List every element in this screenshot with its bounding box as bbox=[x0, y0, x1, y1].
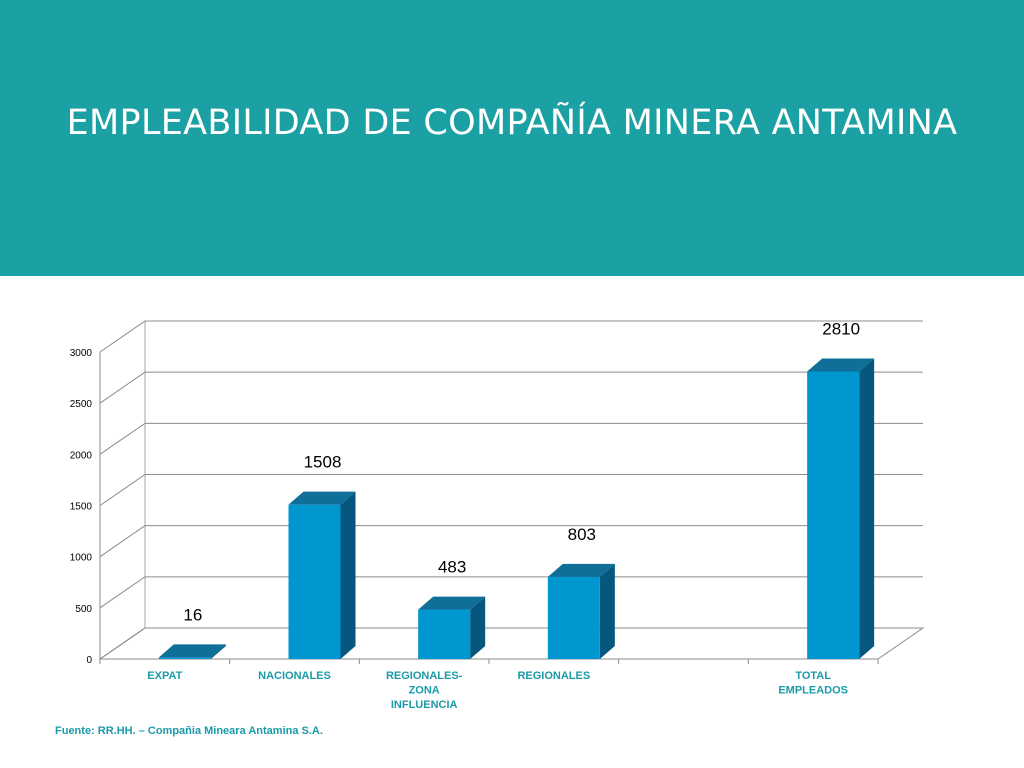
y-tick-label: 500 bbox=[75, 604, 92, 615]
bar-side bbox=[340, 491, 356, 659]
bar bbox=[547, 576, 600, 659]
y-tick-label: 3000 bbox=[70, 348, 93, 359]
gridline bbox=[99, 371, 923, 404]
y-tick-label: 1000 bbox=[70, 553, 93, 564]
gridline bbox=[99, 320, 923, 353]
gridline bbox=[99, 474, 923, 506]
category-label: REGIONALES bbox=[517, 670, 590, 682]
data-label: 1508 bbox=[304, 453, 342, 472]
bar bbox=[807, 371, 860, 659]
data-label: 483 bbox=[438, 558, 466, 577]
gridline bbox=[99, 422, 923, 455]
title-banner bbox=[0, 0, 1024, 276]
bar-side bbox=[210, 644, 226, 659]
bar-chart: 0 500 1000 1500 2000 2500 3000 16 EXPAT 1508 NACIO… bbox=[70, 319, 925, 711]
bar bbox=[158, 657, 211, 659]
data-label: 2810 bbox=[822, 319, 860, 338]
y-tick-label: 2000 bbox=[70, 450, 93, 461]
bar bbox=[418, 609, 471, 659]
data-label: 16 bbox=[183, 605, 202, 624]
bar-top bbox=[807, 358, 875, 372]
y-tick-label: 2500 bbox=[70, 399, 93, 410]
gridline bbox=[99, 525, 923, 558]
slide-title: EMPLEABILIDAD DE COMPAÑÍA MINERA ANTAMIN… bbox=[66, 103, 958, 143]
category-label: EXPAT bbox=[147, 670, 182, 682]
category-label: NACIONALES bbox=[258, 670, 331, 682]
bar-top bbox=[547, 563, 615, 577]
floor bbox=[98, 627, 925, 660]
bar-side bbox=[859, 358, 875, 659]
bar-side bbox=[599, 563, 615, 659]
y-tick-label: 0 bbox=[86, 655, 92, 666]
gridline bbox=[99, 576, 923, 609]
data-label: 803 bbox=[568, 525, 596, 544]
y-tick-label: 1500 bbox=[70, 502, 93, 513]
category-label: REGIONALES-ZONA INFLUENCIA bbox=[386, 670, 463, 711]
bar-side bbox=[470, 596, 486, 659]
gridline bbox=[99, 627, 923, 660]
bar-top bbox=[418, 596, 486, 610]
category-label: TOTAL EMPLEADOS bbox=[778, 670, 848, 697]
source-footnote: Fuente: RR.HH. – Compañia Mineara Antami… bbox=[55, 725, 323, 737]
bar-top bbox=[158, 644, 226, 658]
bar-top bbox=[288, 491, 356, 505]
bar bbox=[288, 504, 341, 659]
